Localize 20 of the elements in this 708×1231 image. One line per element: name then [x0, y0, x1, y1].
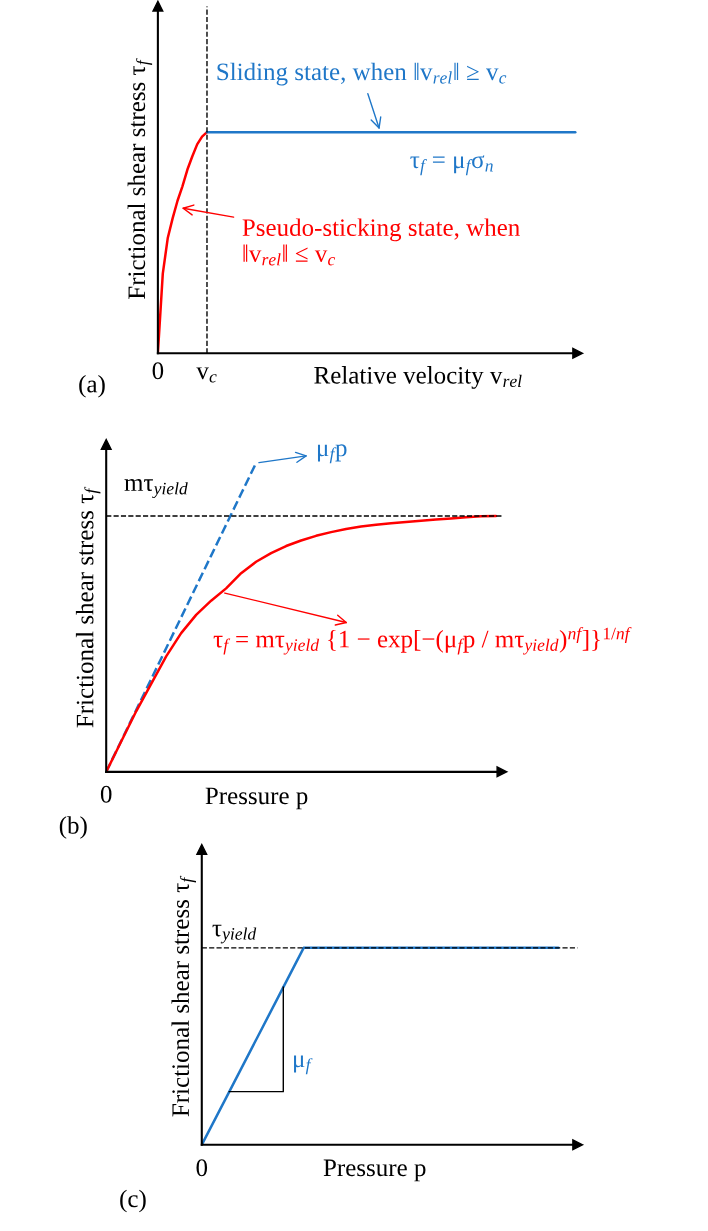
annotation: Pseudo-sticking state, when ‖v$_{rel}$‖ ≤ v$_{c}$ [242, 218, 520, 266]
x-axis-title: Pressure p [205, 787, 308, 810]
text: (c) [120, 1189, 146, 1213]
x-axis-title: Relative velocity v$_{rel}$ [314, 366, 522, 389]
legend-label: mτ$_{yield}$ [124, 479, 188, 499]
annotation: τ$_{f}$ = μ$_{f}$σ$_{n}$ [410, 155, 493, 176]
x-axis-title: Pressure p [323, 1159, 426, 1182]
text: Sliding state, when ‖v$_{rel}$‖ ≥ v$_{c}$ [217, 62, 507, 86]
text: (a) [79, 374, 105, 398]
annotation: μ$_{f}$p [317, 444, 347, 464]
text: τ$_{f}$ = mτ$_{yield}$ {1 − exp[−(μ$_{f}$p / mτ$_{yield}$)$^{nf}$]}$^{1/nf}$ [213, 626, 632, 655]
x-tick-label: v$_{c}$ [196, 367, 217, 383]
annotation: μ$_{f}$ [294, 1055, 313, 1075]
text: 0 [100, 785, 112, 803]
y-axis-title: Frictional shear stress τ$_{f}$ [75, 486, 101, 728]
text: (b) [59, 816, 87, 839]
text: 0 [196, 1159, 208, 1177]
y-axis-title: Frictional shear stress τ$_{f}$ [171, 875, 196, 1117]
ref-line-label: τ$_{yield}$ [212, 924, 257, 944]
y-axis-title: Frictional shear stress τ$_{f}$ [127, 58, 153, 300]
